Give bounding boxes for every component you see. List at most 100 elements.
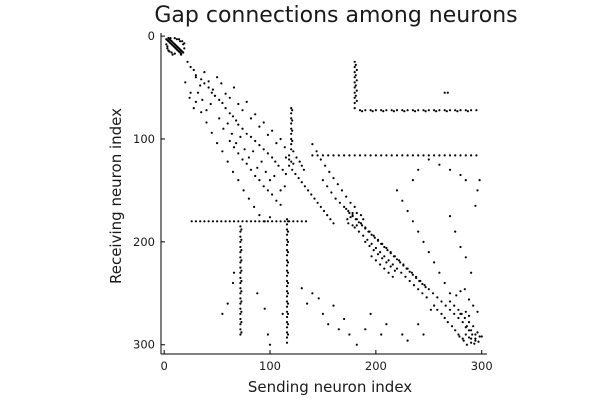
connection-point bbox=[239, 266, 242, 269]
connection-point bbox=[290, 160, 293, 163]
connection-point bbox=[288, 154, 291, 157]
connection-point bbox=[237, 220, 240, 223]
connection-point bbox=[231, 170, 235, 173]
connection-point bbox=[467, 298, 471, 301]
connection-point bbox=[395, 109, 399, 112]
connection-point bbox=[425, 296, 428, 299]
connection-point bbox=[367, 230, 370, 233]
connection-point bbox=[285, 285, 289, 288]
connection-point bbox=[457, 333, 460, 336]
connection-point bbox=[457, 308, 460, 311]
connection-point bbox=[283, 220, 286, 223]
connection-point bbox=[454, 230, 457, 233]
connection-point bbox=[392, 255, 395, 258]
connection-point bbox=[239, 281, 242, 285]
connection-point bbox=[354, 84, 357, 87]
connection-point bbox=[306, 302, 309, 305]
connection-point bbox=[207, 86, 210, 89]
connection-point bbox=[285, 249, 289, 252]
connection-point bbox=[357, 230, 360, 233]
connection-point bbox=[395, 154, 399, 157]
connection-point bbox=[286, 240, 290, 243]
connection-point bbox=[391, 263, 394, 266]
connection-point bbox=[275, 220, 278, 223]
connection-point bbox=[445, 110, 448, 113]
connection-point bbox=[385, 246, 388, 250]
connection-point bbox=[240, 310, 243, 313]
connection-point bbox=[286, 271, 290, 274]
connection-point bbox=[194, 100, 197, 103]
connection-point bbox=[241, 127, 244, 130]
connection-point bbox=[266, 333, 269, 336]
connection-point bbox=[448, 109, 452, 112]
connection-point bbox=[353, 86, 356, 89]
connection-point bbox=[330, 191, 333, 194]
connection-point bbox=[213, 94, 217, 97]
connection-point bbox=[422, 154, 425, 157]
connection-point bbox=[286, 230, 290, 233]
y-axis-label: Receiving neuron index bbox=[107, 108, 125, 284]
connection-point bbox=[355, 99, 358, 102]
connection-point bbox=[262, 185, 265, 188]
connection-point bbox=[454, 154, 457, 157]
connection-point bbox=[292, 150, 295, 153]
connection-point bbox=[422, 109, 425, 112]
connection-point bbox=[353, 101, 356, 105]
connection-point bbox=[286, 220, 290, 223]
connection-point bbox=[475, 154, 478, 157]
connection-point bbox=[380, 154, 383, 157]
connection-point bbox=[201, 98, 204, 101]
connection-point bbox=[459, 173, 462, 177]
connection-point bbox=[404, 275, 407, 278]
connection-point bbox=[239, 230, 242, 233]
connection-point bbox=[220, 220, 223, 223]
connection-point bbox=[288, 164, 291, 167]
connection-point bbox=[286, 333, 290, 336]
connection-point bbox=[254, 220, 257, 223]
connection-point bbox=[192, 68, 195, 72]
connection-point bbox=[179, 40, 182, 43]
connection-point bbox=[286, 312, 290, 315]
connection-point bbox=[268, 343, 272, 346]
connection-point bbox=[411, 154, 414, 157]
connection-point bbox=[354, 74, 357, 77]
connection-point bbox=[353, 96, 356, 99]
connection-point bbox=[470, 337, 473, 340]
connection-point bbox=[221, 312, 224, 315]
connection-point bbox=[466, 110, 469, 113]
connection-point bbox=[266, 220, 269, 223]
connection-point bbox=[239, 225, 242, 228]
x-tick-label: 0 bbox=[161, 359, 168, 373]
connection-point bbox=[239, 312, 242, 315]
connection-point bbox=[443, 316, 446, 320]
connection-point bbox=[405, 267, 408, 270]
connection-point bbox=[474, 339, 477, 342]
connection-point bbox=[358, 109, 362, 112]
connection-point bbox=[464, 310, 467, 313]
connection-point bbox=[184, 81, 187, 84]
connection-point bbox=[226, 302, 229, 305]
connection-point bbox=[275, 142, 278, 145]
connection-point bbox=[239, 333, 242, 336]
connection-point bbox=[369, 312, 372, 315]
connection-point bbox=[438, 154, 441, 157]
connection-point bbox=[188, 96, 191, 99]
connection-point bbox=[228, 96, 231, 99]
connection-point bbox=[241, 220, 244, 223]
connection-point bbox=[207, 220, 210, 223]
connection-point bbox=[258, 220, 261, 223]
connection-point bbox=[391, 275, 394, 278]
connection-point bbox=[370, 242, 373, 245]
connection-point bbox=[418, 279, 421, 283]
connection-point bbox=[285, 264, 289, 267]
connection-point bbox=[423, 284, 426, 287]
connection-point bbox=[371, 110, 374, 113]
connection-point bbox=[463, 288, 466, 291]
connection-point bbox=[232, 146, 236, 149]
connection-point bbox=[292, 220, 295, 223]
connection-point bbox=[300, 287, 303, 290]
connection-point bbox=[383, 267, 386, 270]
connection-point bbox=[472, 304, 475, 307]
connection-point bbox=[232, 86, 236, 89]
